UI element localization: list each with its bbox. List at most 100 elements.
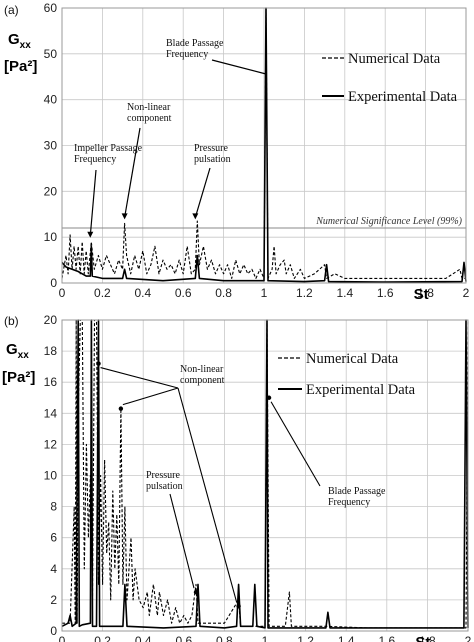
panel-b-ylabel-unit: [Pa²] bbox=[2, 369, 35, 386]
panel-b-annotation-text: component bbox=[180, 375, 225, 386]
panel-a-legend-numerical: Numerical Data bbox=[348, 51, 441, 67]
panel-b-legend-numerical: Numerical Data bbox=[306, 351, 399, 367]
panel-b-x-tick-label: 0.8 bbox=[216, 634, 233, 642]
panel-b-x-tick-label: 1.8 bbox=[419, 634, 436, 642]
panel-a-x-ticks: 0 0.2 0.4 0.6 0.8 1 1.2 1.4 1.6 1.8 2 bbox=[59, 286, 470, 300]
panel-b-x-tick-label: 1.4 bbox=[338, 634, 355, 642]
panel-b-x-tick-label: 0 bbox=[59, 634, 66, 642]
panel-a-y-tick-label: 10 bbox=[44, 230, 58, 244]
panel-b-y-tick-label: 12 bbox=[44, 437, 58, 451]
panel-b-series bbox=[61, 319, 469, 629]
panel-a-annotation-arrowhead bbox=[192, 213, 199, 220]
panel-a-plot-frame bbox=[61, 7, 467, 284]
panel-a-series bbox=[61, 7, 467, 283]
panel-b-x-tick-label: 0.6 bbox=[175, 634, 192, 642]
panel-b-y-tick-label: 20 bbox=[44, 313, 58, 327]
panel-a-xlabel: St bbox=[414, 286, 429, 303]
panel-b-y-tick-label: 10 bbox=[44, 469, 58, 483]
panel-a-x-tick-label: 1 bbox=[261, 286, 268, 300]
panel-b-annotation-text: Pressure bbox=[146, 470, 180, 481]
panel-a-ylabel-unit: [Pa²] bbox=[4, 58, 37, 75]
svg-text:Gxx: Gxx bbox=[6, 341, 29, 361]
panel-a-y-ticks: 0 10 20 30 40 50 60 bbox=[44, 1, 58, 290]
panel-b-y-tick-label: 4 bbox=[50, 562, 57, 576]
panel-a-annotation-arrow bbox=[194, 167, 211, 218]
panel-a-y-tick-label: 30 bbox=[44, 139, 58, 153]
panel-a-y-tick-label: 50 bbox=[44, 47, 58, 61]
panel-a-annotation-text: Impeller Passage bbox=[74, 143, 143, 154]
panel-b-x-ticks: 0 0.2 0.4 0.6 0.8 1 1.2 1.4 1.6 1.8 2 bbox=[59, 634, 472, 642]
panel-a-y-tick-label: 60 bbox=[44, 1, 58, 15]
panel-b-annotation-arrowhead bbox=[266, 395, 272, 400]
panel-b-annotation-arrowhead bbox=[193, 589, 199, 595]
panel-b-xlabel: St bbox=[415, 634, 430, 642]
panel-b-annotation-arrowhead bbox=[236, 603, 241, 609]
panel-a-annotation-arrowhead bbox=[87, 231, 94, 238]
panel-a-annotation-text: Blade Passage bbox=[166, 38, 224, 49]
panel-b-y-tick-label: 0 bbox=[50, 624, 57, 638]
panel-b-annotation-arrow bbox=[100, 367, 179, 389]
panel-a-series-numerical-data bbox=[61, 7, 466, 279]
panel-a-annotation-arrow bbox=[124, 127, 141, 218]
panel-b-x-tick-label: 0.2 bbox=[94, 634, 111, 642]
panel-a-ylabel: Gxx [Pa²] bbox=[4, 31, 37, 75]
panel-b-series-numerical-data bbox=[62, 319, 469, 629]
panel-a-x-tick-label: 1.4 bbox=[336, 286, 353, 300]
panel-b-label: (b) bbox=[4, 314, 19, 328]
panel-b-annotation-arrow bbox=[122, 387, 179, 406]
panel-a-ylabel-sub: xx bbox=[20, 40, 32, 51]
panel-a-x-tick-label: 0.8 bbox=[215, 286, 232, 300]
panel-a-annotation-text: Frequency bbox=[74, 154, 116, 165]
panel-a-x-tick-label: 1.6 bbox=[377, 286, 394, 300]
panel-b-annotation-arrow bbox=[270, 401, 321, 487]
panel-a-label: (a) bbox=[4, 3, 19, 17]
panel-b-y-tick-label: 18 bbox=[44, 344, 58, 358]
panel-b-x-tick-label: 2 bbox=[465, 634, 472, 642]
panel-a-annotation-arrowhead bbox=[121, 213, 128, 220]
panel-a-x-tick-label: 0.4 bbox=[134, 286, 151, 300]
panel-a-ylabel-main: G bbox=[8, 31, 20, 48]
panel-a-legend: Numerical Data Experimental Data bbox=[322, 51, 458, 105]
panel-b-y-tick-label: 6 bbox=[50, 531, 57, 545]
panel-b-plot-frame bbox=[61, 319, 469, 632]
panel-a-x-tick-label: 1.2 bbox=[296, 286, 313, 300]
panel-a: (a) Gxx [Pa²] 0 10 20 30 40 50 60 0 0.2 0.4 0.6 0.… bbox=[4, 1, 470, 303]
panel-b-annotation-text: pulsation bbox=[146, 481, 183, 492]
panel-b-x-tick-label: 1.6 bbox=[378, 634, 395, 642]
panel-b-x-tick-label: 1 bbox=[262, 634, 269, 642]
panel-a-legend-experimental: Experimental Data bbox=[348, 89, 458, 105]
panel-b-annotation-text: Frequency bbox=[328, 497, 370, 508]
panel-a-annotation-arrow bbox=[89, 169, 97, 236]
panel-a-y-tick-label: 0 bbox=[50, 276, 57, 290]
panel-a-annotations: Blade PassageFrequencyNon-linearcomponen… bbox=[74, 38, 267, 238]
panel-b-y-tick-label: 14 bbox=[44, 406, 58, 420]
panel-b-y-tick-label: 2 bbox=[50, 593, 57, 607]
panel-b-annotation-text: Non-linear bbox=[180, 364, 224, 375]
panel-b-ylabel-sub: xx bbox=[18, 350, 30, 361]
panel-a-x-tick-label: 0.6 bbox=[175, 286, 192, 300]
panel-b-x-tick-label: 0.4 bbox=[135, 634, 152, 642]
panel-a-annotation-arrow bbox=[211, 59, 267, 75]
panel-b-x-tick-label: 1.2 bbox=[297, 634, 314, 642]
panel-b-y-tick-label: 16 bbox=[44, 375, 58, 389]
svg-text:Gxx: Gxx bbox=[8, 31, 31, 51]
significance-level-label: Numerical Significance Level (99%) bbox=[315, 216, 462, 227]
panel-a-annotation-text: component bbox=[127, 113, 172, 124]
panel-a-annotation-text: pulsation bbox=[194, 154, 231, 165]
panel-a-annotation-text: Frequency bbox=[166, 49, 208, 60]
panel-b-annotation-arrow bbox=[177, 387, 238, 603]
panel-b-legend-experimental: Experimental Data bbox=[306, 382, 416, 398]
panel-b-annotation-text: Blade Passage bbox=[328, 486, 386, 497]
panel-b-ylabel-main: G bbox=[6, 341, 18, 358]
panel-b-ylabel: Gxx [Pa²] bbox=[2, 341, 35, 386]
panel-a-y-tick-label: 40 bbox=[44, 93, 58, 107]
panel-a-x-tick-label: 0 bbox=[59, 286, 66, 300]
panel-b-annotation-arrow bbox=[169, 493, 195, 589]
panel-a-annotation-text: Non-linear bbox=[127, 102, 171, 113]
panel-a-y-tick-label: 20 bbox=[44, 184, 58, 198]
panel-b-annotation-arrowhead bbox=[96, 361, 101, 366]
panel-a-annotation-text: Pressure bbox=[194, 143, 228, 154]
